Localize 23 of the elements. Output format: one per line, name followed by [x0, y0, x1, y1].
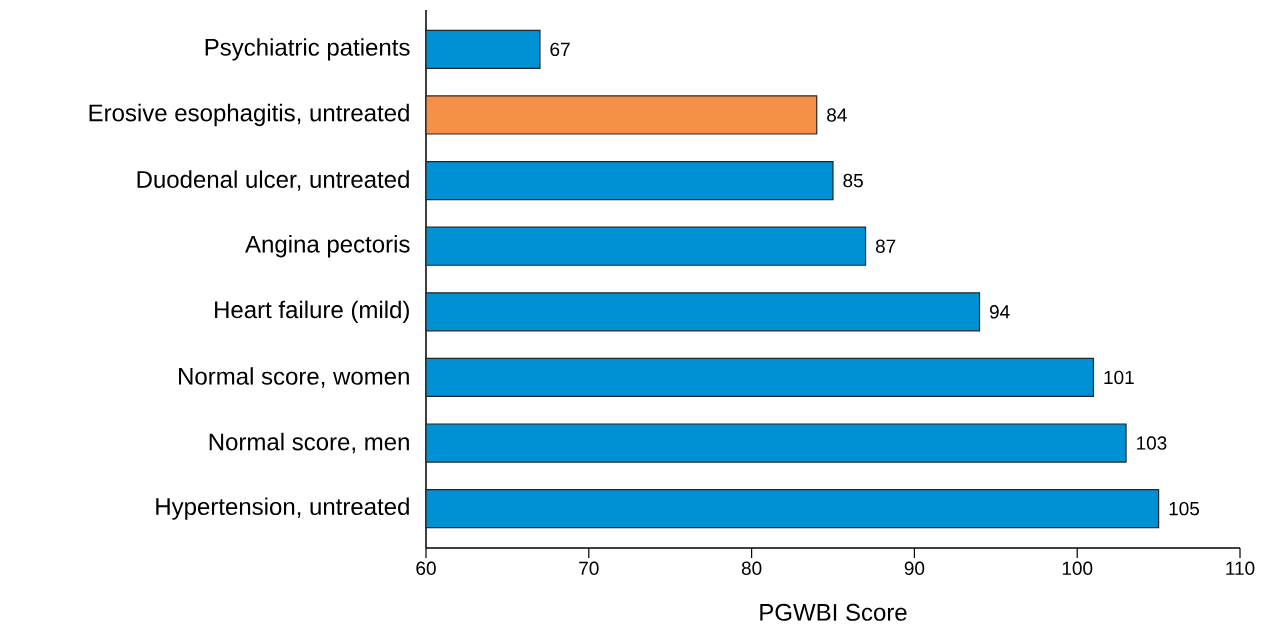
- y-tick-label: Normal score, men: [209, 432, 409, 454]
- x-tick-label: 90: [904, 561, 925, 575]
- y-tick-label: Duodenal ulcer, untreated: [137, 170, 409, 191]
- x-tick-label: 110: [1226, 561, 1255, 575]
- data-label: 84: [827, 108, 847, 122]
- data-label: 85: [843, 173, 863, 188]
- data-label: 94: [989, 305, 1010, 319]
- y-tick-label: Angina pectoris: [245, 235, 410, 258]
- y-tick-label: Normal score, women: [179, 367, 409, 388]
- x-tick-label: 80: [741, 561, 762, 575]
- data-label: 87: [875, 239, 896, 253]
- y-tick-label: Erosive esophagitis, untreated: [89, 103, 409, 127]
- x-tick-label: 100: [1062, 561, 1093, 575]
- x-tick-label: 70: [579, 561, 599, 575]
- data-label: 105: [1169, 501, 1200, 516]
- x-tick-label: 60: [416, 561, 436, 575]
- data-label: 101: [1104, 370, 1134, 385]
- y-tick-label: Heart failure (mild): [215, 300, 409, 323]
- x-axis-title: PGWBI Score: [760, 603, 907, 621]
- data-label: 67: [550, 42, 570, 57]
- data-label: 103: [1137, 436, 1167, 450]
- y-tick-label: Psychiatric patients: [205, 38, 410, 61]
- y-tick-label: Hypertension, untreated: [156, 497, 409, 520]
